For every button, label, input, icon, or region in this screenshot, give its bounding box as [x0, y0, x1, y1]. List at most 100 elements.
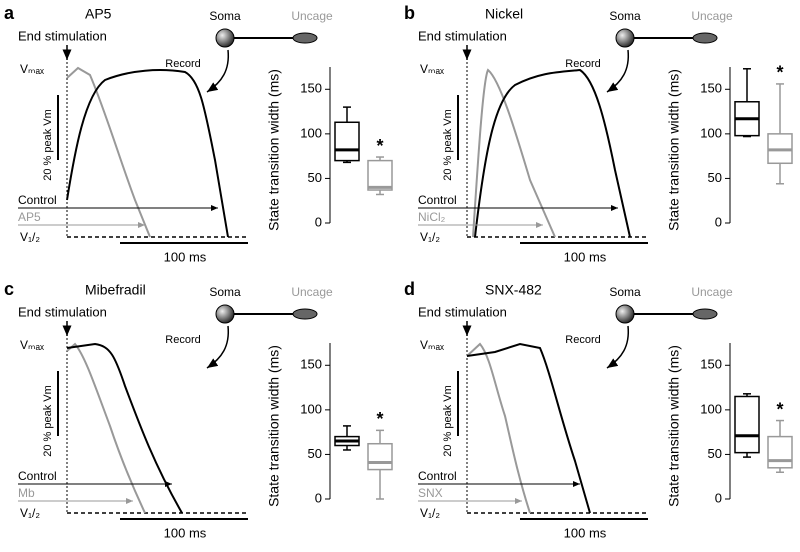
- uncage-site: [292, 308, 318, 320]
- panel-label: c: [4, 279, 14, 299]
- panel-title: AP5: [85, 6, 112, 22]
- control-trace: [466, 342, 591, 514]
- drug-label: SNX: [418, 486, 443, 500]
- y-tick-label: 0: [315, 214, 322, 229]
- record-arrow: [606, 325, 630, 369]
- y-tick-label: 100: [700, 125, 722, 140]
- stimulus-label: End stimulation: [18, 28, 107, 43]
- y-tick-label: 50: [308, 170, 322, 185]
- panel: b Nickel End stimulation Soma Uncage Record Vₘ…: [404, 3, 793, 264]
- control-label: Control: [418, 193, 457, 207]
- box: [367, 442, 393, 471]
- amplitude-scale-label: 20 % peak Vm: [442, 109, 454, 181]
- soma: [615, 304, 635, 324]
- significance-marker: *: [376, 409, 383, 429]
- vmax-label: Vₘₐₓ: [20, 62, 44, 76]
- box: [734, 395, 760, 454]
- significance-marker: *: [376, 136, 383, 156]
- drug-trace: [66, 342, 146, 514]
- vhalf-label: V₁/₂: [20, 230, 40, 244]
- y-tick-label: 50: [708, 170, 722, 185]
- record-arrow: [206, 49, 230, 93]
- y-tick-label: 150: [300, 357, 322, 372]
- box: [334, 121, 360, 162]
- uncage-label: Uncage: [291, 9, 333, 23]
- control-trace: [66, 342, 183, 514]
- control-label: Control: [18, 469, 57, 483]
- y-tick-label: 100: [300, 125, 322, 140]
- panel: c Mibefradil End stimulation Soma Uncage Reco…: [4, 279, 393, 540]
- y-tick-label: 50: [308, 446, 322, 461]
- drug-trace: [472, 68, 556, 238]
- record-arrow: [206, 325, 230, 369]
- y-axis-label: State transition width (ms): [266, 69, 282, 231]
- y-tick-label: 100: [700, 401, 722, 416]
- vhalf-label: V₁/₂: [420, 506, 440, 520]
- y-tick-label: 100: [300, 401, 322, 416]
- vmax-label: Vₘₐₓ: [20, 338, 44, 352]
- stimulus-label: End stimulation: [418, 304, 507, 319]
- time-scale-label: 100 ms: [564, 525, 607, 540]
- soma-label: Soma: [609, 9, 641, 23]
- box: [367, 159, 393, 191]
- drug-label: Mb: [18, 486, 35, 500]
- control-trace: [66, 69, 229, 238]
- panel-label: d: [404, 279, 415, 299]
- record-label: Record: [565, 334, 600, 346]
- y-axis-label: State transition width (ms): [266, 345, 282, 507]
- uncage-site: [692, 308, 718, 320]
- amplitude-scale-label: 20 % peak Vm: [42, 385, 54, 457]
- drug-label: NiCl₂: [418, 210, 446, 224]
- y-tick-label: 150: [700, 357, 722, 372]
- uncage-site: [692, 32, 718, 44]
- vmax-label: Vₘₐₓ: [420, 338, 444, 352]
- time-scale-label: 100 ms: [164, 249, 207, 264]
- y-axis-label: State transition width (ms): [666, 345, 682, 507]
- y-axis-label: State transition width (ms): [666, 69, 682, 231]
- y-tick-label: 150: [300, 81, 322, 96]
- panel-title: Mibefradil: [85, 282, 146, 298]
- y-tick-label: 50: [708, 446, 722, 461]
- vhalf-label: V₁/₂: [20, 506, 40, 520]
- drug-label: AP5: [18, 210, 41, 224]
- panel: a AP5 End stimulation Soma Uncage Record Vₘₐₓ V…: [4, 3, 393, 264]
- record-label: Record: [565, 58, 600, 70]
- soma-label: Soma: [209, 285, 241, 299]
- y-tick-label: 150: [700, 81, 722, 96]
- time-scale-label: 100 ms: [564, 249, 607, 264]
- soma-label: Soma: [209, 9, 241, 23]
- y-tick-label: 0: [315, 490, 322, 505]
- amplitude-scale-label: 20 % peak Vm: [42, 109, 54, 181]
- vhalf-label: V₁/₂: [420, 230, 440, 244]
- time-scale-label: 100 ms: [164, 525, 207, 540]
- significance-marker: *: [776, 63, 783, 83]
- panel-title: SNX-482: [485, 282, 542, 298]
- uncage-label: Uncage: [691, 9, 733, 23]
- stimulus-label: End stimulation: [418, 28, 507, 43]
- control-label: Control: [18, 193, 57, 207]
- record-arrow: [606, 49, 630, 93]
- drug-trace: [66, 66, 151, 238]
- soma: [215, 28, 235, 48]
- panel-label: b: [404, 3, 415, 23]
- panel: d SNX-482 End stimulation Soma Uncage Record V…: [404, 279, 793, 540]
- record-label: Record: [165, 58, 200, 70]
- panel-label: a: [4, 3, 15, 23]
- stimulus-label: End stimulation: [18, 304, 107, 319]
- soma: [615, 28, 635, 48]
- significance-marker: *: [776, 399, 783, 419]
- record-label: Record: [165, 334, 200, 346]
- control-trace: [474, 68, 631, 238]
- uncage-site: [292, 32, 318, 44]
- drug-trace: [466, 342, 531, 514]
- panel-title: Nickel: [485, 6, 523, 22]
- y-tick-label: 0: [715, 214, 722, 229]
- amplitude-scale-label: 20 % peak Vm: [442, 385, 454, 457]
- control-label: Control: [418, 469, 457, 483]
- y-tick-label: 0: [715, 490, 722, 505]
- soma-label: Soma: [609, 285, 641, 299]
- soma: [215, 304, 235, 324]
- uncage-label: Uncage: [291, 285, 333, 299]
- uncage-label: Uncage: [691, 285, 733, 299]
